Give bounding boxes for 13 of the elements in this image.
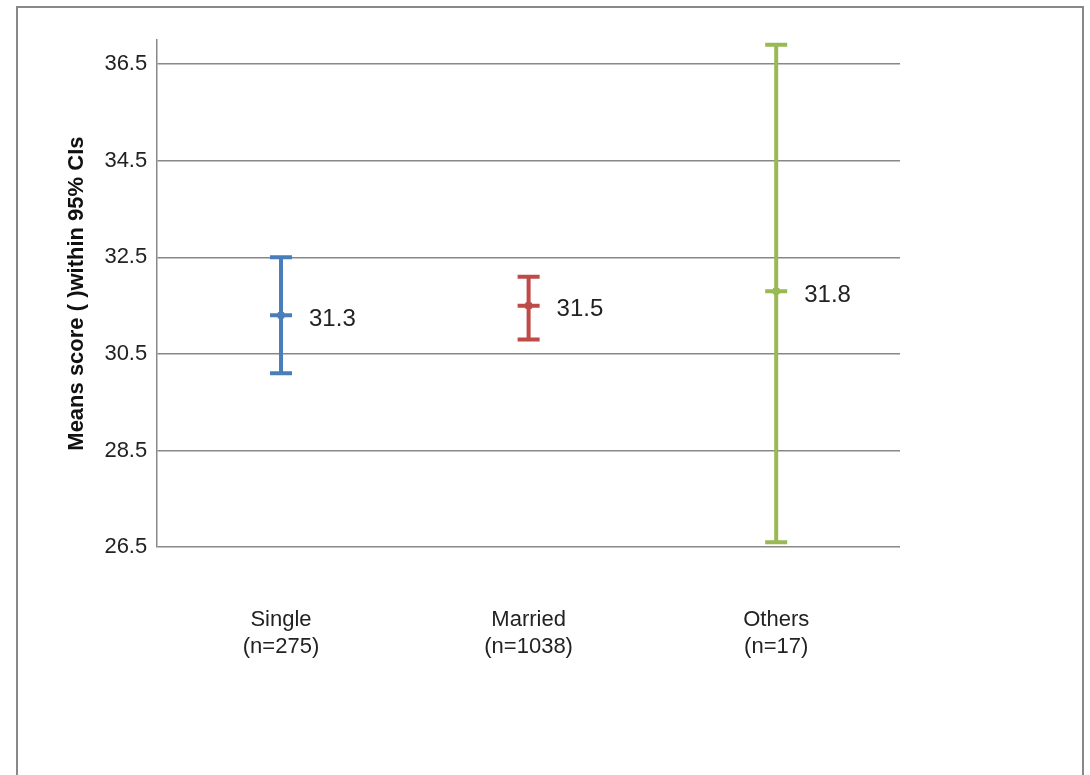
data-label: 31.8 bbox=[804, 279, 851, 307]
data-label: 31.3 bbox=[309, 303, 356, 331]
y-tick-label: 28.5 bbox=[104, 436, 148, 462]
y-tick-label: 36.5 bbox=[104, 50, 148, 76]
x-tick-label: Single (n=275) bbox=[242, 606, 320, 658]
data-label: 31.5 bbox=[556, 294, 604, 322]
x-tick-label: Married (n=1038) bbox=[484, 606, 573, 658]
y-tick-label: 26.5 bbox=[104, 533, 148, 559]
x-tick-label: Others (n=17) bbox=[743, 606, 810, 658]
y-tick-label: 32.5 bbox=[104, 243, 148, 269]
y-axis-title: Means score ( )within 95% CIs bbox=[63, 136, 89, 451]
y-tick-label: 30.5 bbox=[104, 340, 148, 366]
y-tick-label: 34.5 bbox=[104, 146, 148, 172]
